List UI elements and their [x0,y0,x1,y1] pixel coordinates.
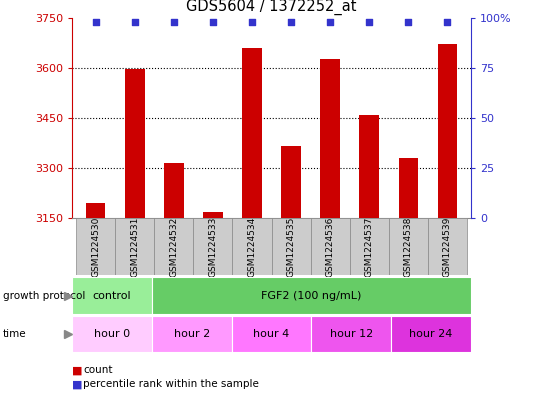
FancyBboxPatch shape [115,218,154,275]
Text: time: time [3,329,26,339]
Text: hour 2: hour 2 [174,329,210,339]
Bar [242,48,262,218]
Text: growth protocol: growth protocol [3,291,85,301]
Text: ■: ■ [72,379,83,389]
Point [91,18,100,25]
Text: hour 12: hour 12 [330,329,373,339]
Text: hour 4: hour 4 [254,329,289,339]
FancyBboxPatch shape [76,218,115,275]
Text: GSM1224533: GSM1224533 [209,217,217,277]
Point [287,18,295,25]
FancyBboxPatch shape [311,316,391,352]
Text: GSM1224538: GSM1224538 [404,217,413,277]
Point [443,18,452,25]
FancyBboxPatch shape [154,218,193,275]
FancyBboxPatch shape [311,218,350,275]
Text: percentile rank within the sample: percentile rank within the sample [83,379,259,389]
FancyBboxPatch shape [72,277,152,314]
Text: ■: ■ [72,365,83,375]
Bar [438,44,457,218]
Bar [86,203,105,218]
FancyBboxPatch shape [272,218,311,275]
Text: GSM1224536: GSM1224536 [326,217,334,277]
FancyBboxPatch shape [193,218,232,275]
Text: GSM1224539: GSM1224539 [443,217,452,277]
Text: GSM1224534: GSM1224534 [248,217,256,277]
FancyBboxPatch shape [152,277,471,314]
Title: GDS5604 / 1372252_at: GDS5604 / 1372252_at [186,0,357,15]
FancyBboxPatch shape [428,218,467,275]
Bar [164,163,184,218]
FancyBboxPatch shape [152,316,232,352]
Text: GSM1224530: GSM1224530 [91,217,100,277]
Text: FGF2 (100 ng/mL): FGF2 (100 ng/mL) [261,291,362,301]
Point [248,18,256,25]
Bar [125,70,144,218]
FancyBboxPatch shape [389,218,428,275]
Text: count: count [83,365,112,375]
Text: control: control [93,291,132,301]
FancyBboxPatch shape [232,218,272,275]
Point [170,18,178,25]
Text: hour 0: hour 0 [94,329,130,339]
Point [131,18,139,25]
FancyBboxPatch shape [232,316,311,352]
FancyBboxPatch shape [391,316,471,352]
Text: GSM1224535: GSM1224535 [287,217,295,277]
Bar [203,213,223,218]
FancyBboxPatch shape [72,316,152,352]
Bar [320,59,340,218]
Point [404,18,412,25]
Bar [399,158,418,218]
Bar [360,114,379,218]
Text: hour 24: hour 24 [409,329,453,339]
Text: GSM1224537: GSM1224537 [365,217,374,277]
FancyBboxPatch shape [350,218,389,275]
Point [326,18,334,25]
Point [365,18,373,25]
Text: GSM1224532: GSM1224532 [169,217,178,277]
Bar [281,146,301,218]
Text: GSM1224531: GSM1224531 [130,217,139,277]
Point [209,18,217,25]
